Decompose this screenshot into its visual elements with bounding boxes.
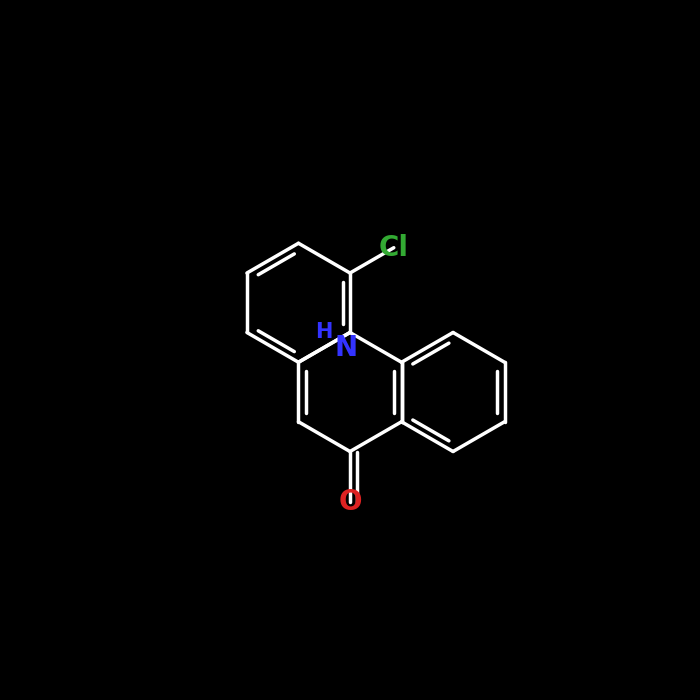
Text: H: H bbox=[315, 323, 332, 342]
Text: N: N bbox=[335, 334, 358, 362]
Text: Cl: Cl bbox=[379, 234, 409, 262]
Text: O: O bbox=[338, 488, 362, 516]
